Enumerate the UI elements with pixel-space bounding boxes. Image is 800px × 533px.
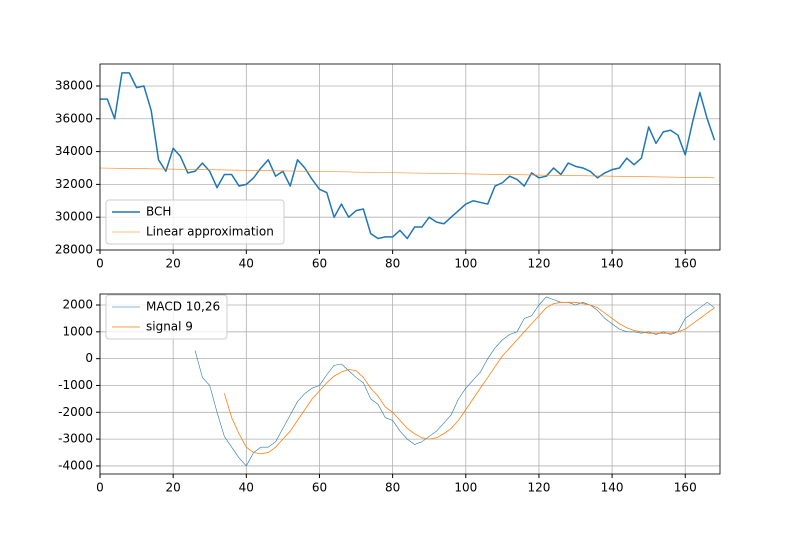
y-tick-label: 1000 bbox=[62, 324, 93, 338]
x-tick-label: 120 bbox=[527, 257, 550, 271]
axes-frame bbox=[99, 293, 721, 475]
series-line bbox=[99, 167, 715, 179]
x-tick-label: 60 bbox=[312, 481, 327, 495]
legend-box bbox=[105, 294, 228, 340]
y-tick-label: 38000 bbox=[55, 78, 93, 92]
x-tick-label: 80 bbox=[385, 481, 400, 495]
y-tick-label: 32000 bbox=[55, 177, 93, 191]
y-tick-label: 28000 bbox=[55, 243, 93, 257]
y-tick-label: 36000 bbox=[55, 111, 93, 125]
y-tick-label: 30000 bbox=[55, 210, 93, 224]
y-tick-label: 0 bbox=[85, 351, 93, 365]
x-tick-label: 40 bbox=[239, 257, 254, 271]
x-tick-label: 60 bbox=[312, 257, 327, 271]
x-tick-label: 20 bbox=[166, 257, 181, 271]
series-line bbox=[194, 296, 715, 467]
y-tick-label: -3000 bbox=[58, 432, 93, 446]
legend: BCH Linear approximation bbox=[105, 199, 285, 245]
y-tick-label: -1000 bbox=[58, 378, 93, 392]
legend-label: BCH bbox=[146, 205, 171, 219]
y-tick-label: 34000 bbox=[55, 144, 93, 158]
y-tick-label: -2000 bbox=[58, 405, 93, 419]
legend-label: MACD 10,26 bbox=[146, 300, 220, 314]
x-tick-label: 0 bbox=[96, 481, 104, 495]
x-tick-label: 100 bbox=[454, 481, 477, 495]
series-line bbox=[100, 72, 716, 240]
x-tick-label: 0 bbox=[96, 257, 104, 271]
legend-box bbox=[105, 199, 285, 245]
y-tick-label: -4000 bbox=[58, 458, 93, 472]
x-tick-label: 80 bbox=[385, 257, 400, 271]
x-tick-label: 160 bbox=[674, 481, 697, 495]
legend-label: Linear approximation bbox=[146, 225, 274, 239]
x-tick-label: 40 bbox=[239, 481, 254, 495]
x-tick-label: 120 bbox=[527, 481, 550, 495]
x-tick-label: 140 bbox=[601, 257, 624, 271]
x-tick-label: 100 bbox=[454, 257, 477, 271]
legend-label: signal 9 bbox=[146, 320, 193, 334]
y-tick-label: 2000 bbox=[62, 297, 93, 311]
x-tick-label: 160 bbox=[674, 257, 697, 271]
axes-frame bbox=[99, 63, 721, 251]
x-tick-label: 140 bbox=[601, 481, 624, 495]
x-tick-label: 20 bbox=[166, 481, 181, 495]
legend: MACD 10,26 signal 9 bbox=[105, 294, 228, 340]
series-line bbox=[223, 301, 715, 455]
